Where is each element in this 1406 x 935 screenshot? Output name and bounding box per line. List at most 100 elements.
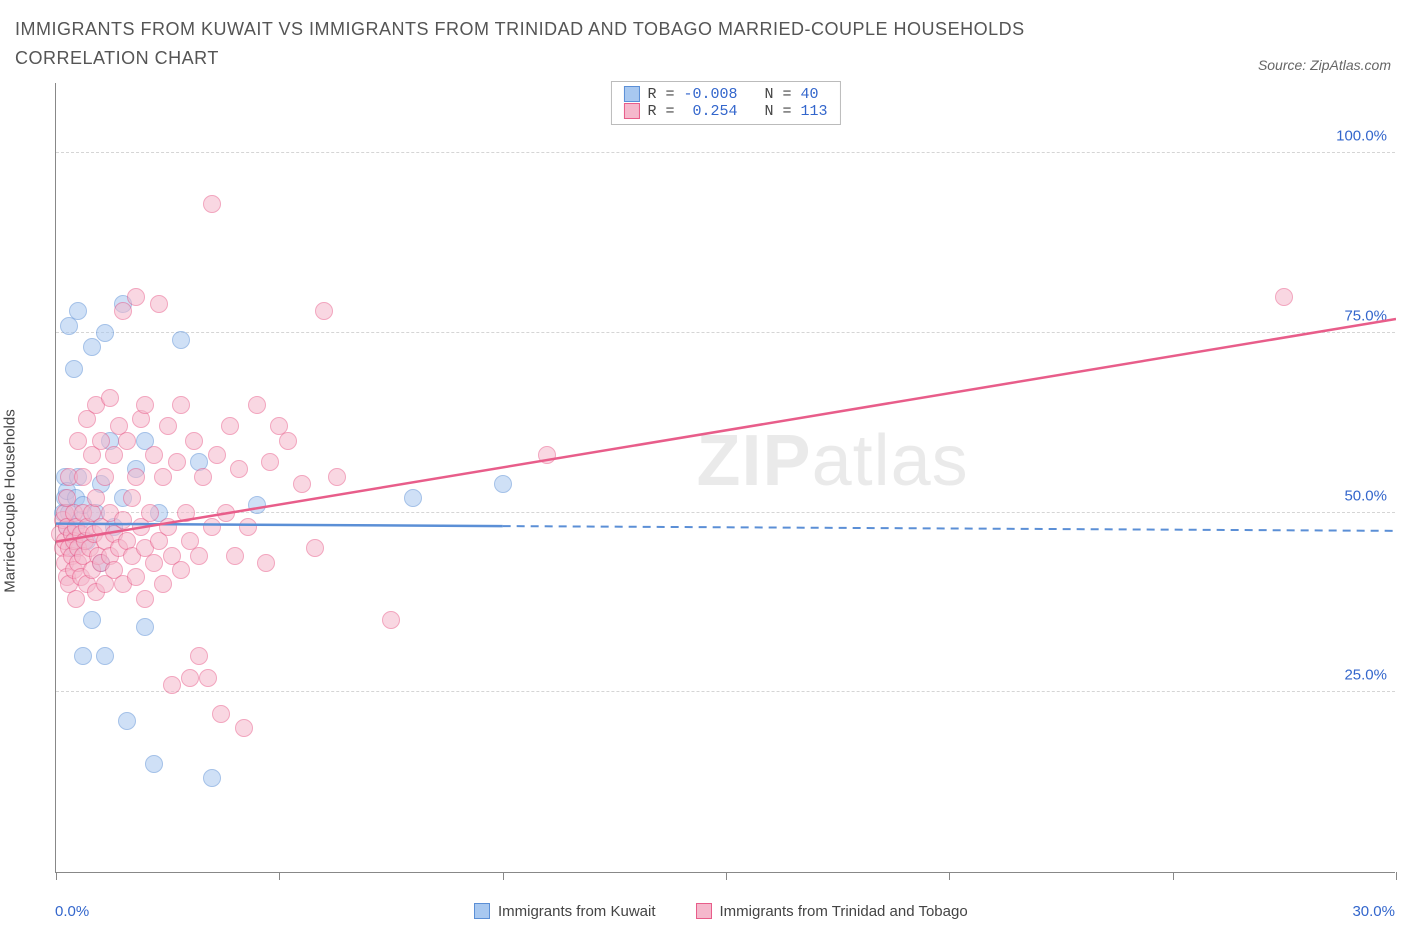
bottom-legend: 0.0% Immigrants from KuwaitImmigrants fr… [55, 903, 1395, 920]
scatter-point [221, 417, 239, 435]
scatter-point [118, 712, 136, 730]
scatter-point [279, 432, 297, 450]
scatter-point [538, 446, 556, 464]
scatter-point [181, 669, 199, 687]
scatter-point [145, 554, 163, 572]
scatter-point [404, 489, 422, 507]
scatter-point [230, 460, 248, 478]
source-label: Source: ZipAtlas.com [1258, 57, 1391, 73]
scatter-point [96, 324, 114, 342]
scatter-point [239, 518, 257, 536]
scatter-point [96, 468, 114, 486]
scatter-point [92, 432, 110, 450]
scatter-point [87, 489, 105, 507]
legend-swatch [623, 86, 639, 102]
scatter-point [123, 489, 141, 507]
scatter-point [127, 288, 145, 306]
scatter-point [494, 475, 512, 493]
scatter-point [118, 432, 136, 450]
stats-text: R = 0.254 N = 113 [647, 103, 827, 120]
scatter-point [203, 195, 221, 213]
stats-row: R = -0.008 N = 40 [623, 86, 827, 103]
scatter-point [114, 302, 132, 320]
scatter-point [208, 446, 226, 464]
scatter-point [315, 302, 333, 320]
scatter-point [150, 295, 168, 313]
x-axis-min-label: 0.0% [55, 903, 89, 920]
y-tick-label: 100.0% [1336, 128, 1387, 145]
scatter-point [127, 468, 145, 486]
watermark-light: atlas [812, 421, 969, 501]
legend-swatch [474, 903, 490, 919]
scatter-point [168, 453, 186, 471]
scatter-point [217, 504, 235, 522]
scatter-point [65, 360, 83, 378]
scatter-point [145, 755, 163, 773]
watermark-bold: ZIP [697, 421, 812, 501]
stats-row: R = 0.254 N = 113 [623, 103, 827, 120]
x-tick [503, 872, 504, 880]
scatter-point [74, 647, 92, 665]
scatter-point [114, 511, 132, 529]
scatter-point [1275, 288, 1293, 306]
scatter-point [293, 475, 311, 493]
scatter-point [96, 647, 114, 665]
scatter-point [190, 647, 208, 665]
scatter-point [141, 504, 159, 522]
watermark: ZIPatlas [697, 420, 969, 502]
scatter-point [212, 705, 230, 723]
x-tick [279, 872, 280, 880]
series-legend: Immigrants from KuwaitImmigrants from Tr… [474, 903, 968, 920]
scatter-point [306, 539, 324, 557]
scatter-point [172, 396, 190, 414]
scatter-point [248, 496, 266, 514]
scatter-point [159, 518, 177, 536]
scatter-point [74, 468, 92, 486]
scatter-point [172, 331, 190, 349]
chart-container: Married-couple Households ZIPatlas R = -… [15, 83, 1391, 920]
scatter-point [145, 446, 163, 464]
x-tick [949, 872, 950, 880]
scatter-point [127, 568, 145, 586]
trend-layer [56, 82, 1396, 872]
trend-line-dashed [503, 526, 1396, 531]
scatter-point [83, 338, 101, 356]
chart-title: IMMIGRANTS FROM KUWAIT VS IMMIGRANTS FRO… [15, 15, 1115, 73]
stats-text: R = -0.008 N = 40 [647, 86, 818, 103]
gridline [56, 332, 1395, 333]
scatter-point [203, 769, 221, 787]
scatter-point [248, 396, 266, 414]
scatter-point [136, 396, 154, 414]
x-tick [1396, 872, 1397, 880]
y-axis-label: Married-couple Households [2, 409, 19, 592]
scatter-point [172, 561, 190, 579]
scatter-point [105, 446, 123, 464]
scatter-point [154, 468, 172, 486]
x-tick [726, 872, 727, 880]
scatter-point [185, 432, 203, 450]
gridline [56, 152, 1395, 153]
y-tick-label: 25.0% [1344, 667, 1387, 684]
x-tick [56, 872, 57, 880]
scatter-point [190, 547, 208, 565]
scatter-point [154, 575, 172, 593]
y-tick-label: 50.0% [1344, 487, 1387, 504]
legend-label: Immigrants from Trinidad and Tobago [720, 903, 968, 920]
scatter-point [382, 611, 400, 629]
gridline [56, 691, 1395, 692]
x-axis-max-label: 30.0% [1352, 903, 1395, 920]
scatter-point [261, 453, 279, 471]
scatter-point [83, 611, 101, 629]
legend-swatch [696, 903, 712, 919]
scatter-point [328, 468, 346, 486]
scatter-point [136, 618, 154, 636]
scatter-point [199, 669, 217, 687]
plot-area: ZIPatlas R = -0.008 N = 40R = 0.254 N = … [55, 83, 1395, 873]
legend-item: Immigrants from Trinidad and Tobago [696, 903, 968, 920]
scatter-point [257, 554, 275, 572]
scatter-point [203, 518, 221, 536]
scatter-point [226, 547, 244, 565]
x-tick [1173, 872, 1174, 880]
scatter-point [101, 389, 119, 407]
scatter-point [69, 302, 87, 320]
